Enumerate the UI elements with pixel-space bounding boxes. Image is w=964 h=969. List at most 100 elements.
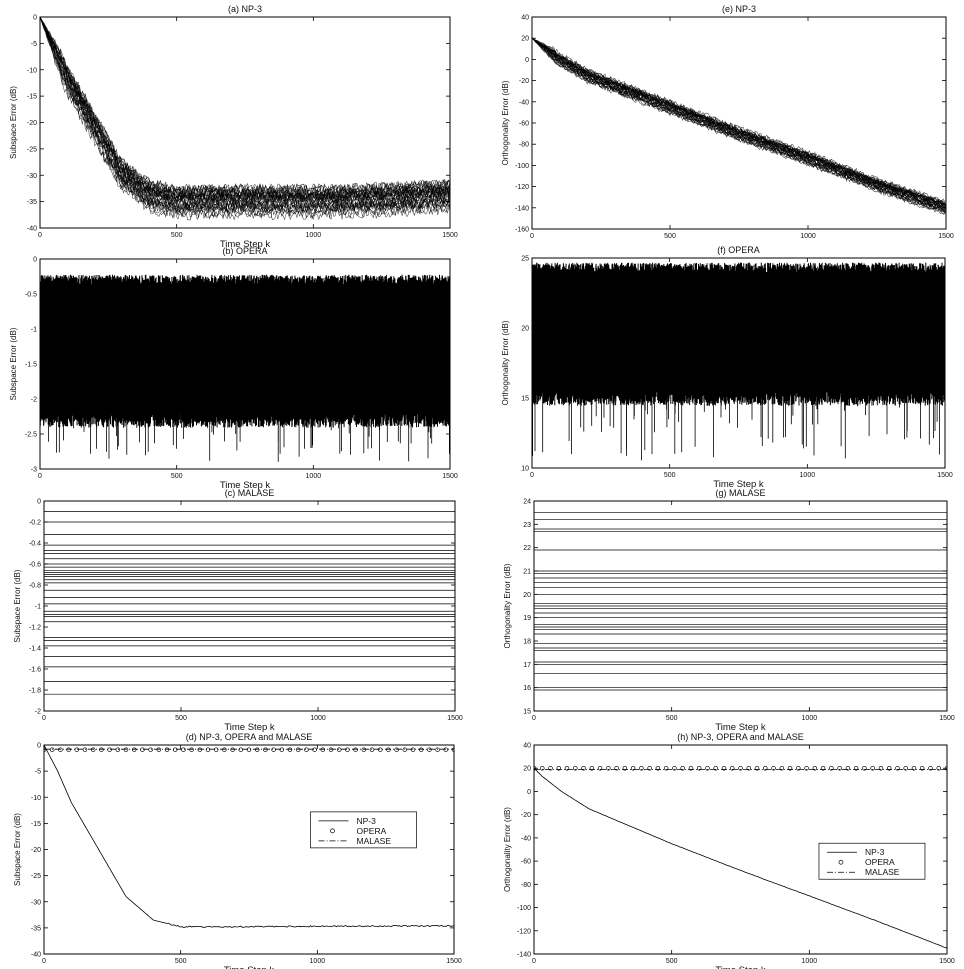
- opera-marker: [548, 765, 553, 771]
- y-tick-label: -30: [31, 899, 41, 906]
- y-tick-label: -2: [35, 709, 41, 716]
- y-tick-label: -20: [27, 120, 37, 127]
- series-line: [532, 38, 946, 215]
- y-axis-label: Subspace Error (dB): [9, 327, 18, 400]
- y-tick-label: 20: [523, 766, 531, 773]
- dense-trace: [532, 262, 945, 406]
- series-line: [40, 17, 450, 196]
- y-tick-label: -35: [31, 925, 41, 932]
- opera-marker: [148, 747, 153, 752]
- dense-spikes: [532, 391, 942, 461]
- np3-line: [44, 745, 454, 928]
- x-tick-label: 500: [666, 715, 678, 722]
- opera-marker: [779, 765, 785, 771]
- opera-marker: [402, 747, 408, 752]
- np3-line: [534, 767, 947, 949]
- opera-marker: [123, 747, 129, 752]
- y-tick-label: -0.2: [29, 520, 41, 527]
- opera-marker: [164, 747, 170, 752]
- chart-title: (e) NP-3: [722, 4, 756, 14]
- opera-marker: [451, 747, 454, 752]
- y-tick-label: 22: [523, 545, 531, 552]
- y-tick-label: -1.8: [29, 688, 41, 695]
- y-tick-label: 15: [521, 396, 529, 403]
- y-tick-label: 40: [523, 743, 531, 750]
- y-tick-label: 17: [523, 662, 531, 669]
- y-tick-label: -160: [515, 227, 529, 234]
- series-line: [40, 17, 450, 214]
- y-axis-label: Orthogonality Error (dB): [503, 563, 512, 648]
- series-line: [40, 17, 450, 210]
- opera-marker: [796, 765, 801, 771]
- opera-marker: [353, 747, 358, 752]
- opera-marker: [713, 765, 718, 771]
- y-tick-label: -80: [519, 142, 529, 149]
- opera-marker: [238, 747, 244, 752]
- x-tick-label: 0: [532, 958, 536, 965]
- y-tick-label: -0.5: [25, 292, 37, 299]
- x-axis-label: Time Step k: [713, 479, 764, 490]
- opera-marker: [853, 765, 859, 771]
- plot-frame: [533, 744, 948, 955]
- y-tick-label: -0.4: [29, 541, 41, 548]
- y-tick-label: 10: [521, 466, 529, 473]
- opera-marker: [928, 765, 933, 771]
- opera-marker: [66, 747, 71, 752]
- opera-marker: [181, 747, 186, 752]
- data-layer: [44, 511, 455, 695]
- chart-panel-h: (h) NP-3, OPERA and MALASE NP-3OPERAMALAS…: [503, 732, 955, 969]
- opera-marker: [564, 765, 570, 771]
- y-tick-label: -5: [31, 41, 37, 48]
- series-line: [40, 17, 450, 204]
- y-tick-label: -15: [27, 94, 37, 101]
- opera-marker: [754, 765, 760, 771]
- chart-title: (a) NP-3: [228, 4, 262, 14]
- x-axis-label: Time Step k: [224, 965, 275, 969]
- y-tick-label: 21: [523, 569, 531, 576]
- x-axis-label: Time Step k: [220, 239, 271, 250]
- opera-marker: [886, 765, 892, 771]
- opera-marker: [336, 747, 342, 752]
- x-tick-label: 500: [666, 958, 678, 965]
- y-tick-label: 0: [33, 257, 37, 264]
- dense-trace: [40, 274, 450, 428]
- opera-marker: [172, 747, 178, 752]
- opera-marker: [246, 747, 252, 752]
- series-line: [532, 37, 946, 206]
- opera-marker: [919, 765, 925, 771]
- x-tick-label: 1500: [442, 473, 458, 480]
- opera-marker: [829, 765, 834, 771]
- data-layer: [44, 745, 454, 928]
- y-axis-label: Orthogonality Error (dB): [503, 807, 512, 892]
- y-tick-label: 0: [33, 15, 37, 22]
- opera-marker: [131, 747, 137, 752]
- x-tick-label: 1000: [306, 473, 322, 480]
- opera-marker: [410, 747, 416, 752]
- x-axis-label: Time Step k: [715, 965, 766, 969]
- legend-swatch-opera: [330, 828, 335, 834]
- y-tick-label: -0.6: [29, 562, 41, 569]
- opera-marker: [763, 765, 768, 771]
- y-tick-label: -40: [27, 226, 37, 233]
- opera-marker: [903, 765, 908, 771]
- legend-box: [310, 811, 417, 849]
- series-line: [40, 17, 450, 205]
- opera-marker: [271, 747, 276, 752]
- x-tick-label: 1000: [800, 233, 816, 240]
- chart-title: (c) MALASE: [225, 488, 275, 498]
- opera-marker: [721, 765, 727, 771]
- opera-marker: [427, 747, 432, 752]
- y-tick-label: 0: [525, 57, 529, 64]
- x-tick-label: 500: [171, 473, 183, 480]
- opera-marker: [377, 747, 383, 752]
- opera-marker: [663, 765, 669, 771]
- opera-marker: [870, 765, 875, 771]
- x-tick-label: 500: [175, 715, 187, 722]
- x-tick-label: 1000: [800, 472, 816, 479]
- data-layer: [534, 765, 947, 949]
- opera-marker: [614, 765, 619, 771]
- data-layer: [40, 274, 450, 462]
- opera-marker: [263, 747, 268, 752]
- data-layer: [534, 512, 947, 691]
